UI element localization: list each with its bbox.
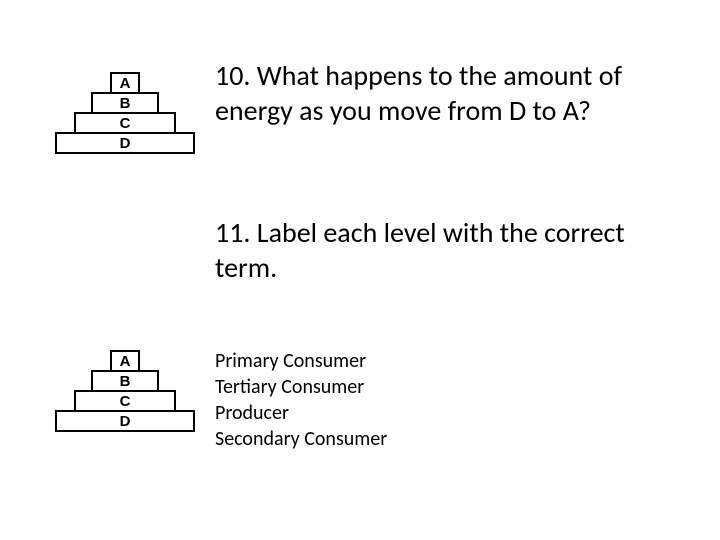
question-11: 11. Label each level with the correct te… xyxy=(215,215,680,285)
pyramid-tier-b: B xyxy=(91,92,159,114)
question-10: 10. What happens to the amount of energy… xyxy=(215,58,680,128)
term-item: Secondary Consumer xyxy=(215,426,387,452)
worksheet-page: ABCD ABCD 10. What happens to the amount… xyxy=(0,0,720,540)
question-11-text: Label each level with the correct term. xyxy=(215,215,625,285)
question-10-text: What happens to the amount of energy as … xyxy=(215,58,622,128)
question-10-number: 10. xyxy=(215,58,250,93)
pyramid-tier-c: C xyxy=(74,390,176,412)
pyramid-tier-d: D xyxy=(55,410,195,432)
energy-pyramid-figure-2: ABCD xyxy=(55,350,195,432)
energy-pyramid-figure-1: ABCD xyxy=(55,72,195,154)
question-11-number: 11. xyxy=(215,215,250,250)
terms-list: Primary ConsumerTertiary ConsumerProduce… xyxy=(215,348,387,452)
pyramid-tier-b: B xyxy=(91,370,159,392)
term-item: Producer xyxy=(215,400,387,426)
pyramid-tier-a: A xyxy=(110,350,140,372)
pyramid-tier-d: D xyxy=(55,132,195,154)
term-item: Tertiary Consumer xyxy=(215,374,387,400)
term-item: Primary Consumer xyxy=(215,348,387,374)
pyramid-tier-a: A xyxy=(110,72,140,94)
pyramid-tier-c: C xyxy=(74,112,176,134)
